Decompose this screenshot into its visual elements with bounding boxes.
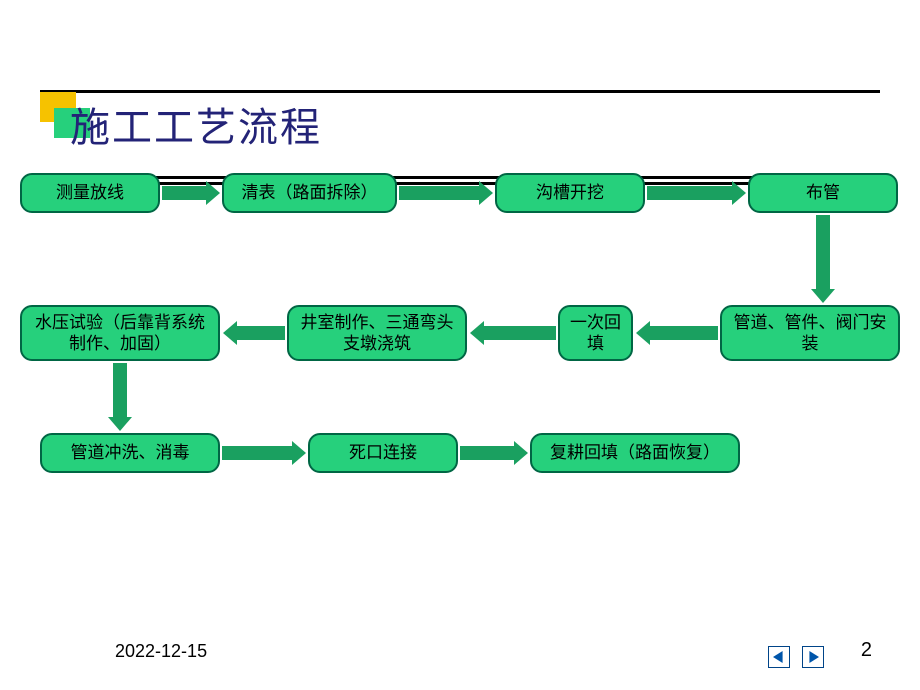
arrow bbox=[460, 446, 514, 460]
node-label: 井室制作、三通弯头支墩浇筑 bbox=[295, 312, 459, 355]
node-label: 死口连接 bbox=[349, 442, 417, 463]
arrow bbox=[162, 186, 206, 200]
node-restore: 复耕回填（路面恢复） bbox=[530, 433, 740, 473]
arrow bbox=[113, 363, 127, 417]
slide-nav bbox=[768, 646, 824, 668]
prev-button[interactable] bbox=[768, 646, 790, 668]
page-title: 施工工艺流程 bbox=[70, 95, 322, 153]
node-label: 沟槽开挖 bbox=[536, 182, 604, 203]
node-hydro-test: 水压试验（后靠背系统制作、加固） bbox=[20, 305, 220, 361]
node-label: 管道、管件、阀门安装 bbox=[728, 312, 892, 355]
node-label: 布管 bbox=[806, 182, 840, 203]
arrow bbox=[399, 186, 479, 200]
node-dead-joint: 死口连接 bbox=[308, 433, 458, 473]
node-label: 水压试验（后靠背系统制作、加固） bbox=[28, 312, 212, 355]
arrow bbox=[647, 186, 732, 200]
footer-date: 2022-12-15 bbox=[115, 641, 207, 662]
arrow bbox=[650, 326, 718, 340]
title-rule-top bbox=[40, 90, 880, 93]
node-install: 管道、管件、阀门安装 bbox=[720, 305, 900, 361]
arrow bbox=[237, 326, 285, 340]
node-backfill-1: 一次回填 bbox=[558, 305, 633, 361]
node-trench: 沟槽开挖 bbox=[495, 173, 645, 213]
node-label: 复耕回填（路面恢复） bbox=[550, 442, 720, 463]
node-label: 测量放线 bbox=[56, 182, 124, 203]
node-label: 管道冲洗、消毒 bbox=[71, 442, 190, 463]
flowchart: 测量放线 清表（路面拆除） 沟槽开挖 布管 管道、管件、阀门安装 一次回填 井室… bbox=[0, 165, 920, 595]
node-label: 一次回填 bbox=[566, 312, 625, 355]
arrow bbox=[484, 326, 556, 340]
next-button[interactable] bbox=[802, 646, 824, 668]
arrow bbox=[222, 446, 292, 460]
node-measure: 测量放线 bbox=[20, 173, 160, 213]
node-flush: 管道冲洗、消毒 bbox=[40, 433, 220, 473]
node-clear-surface: 清表（路面拆除） bbox=[222, 173, 397, 213]
node-layout-pipe: 布管 bbox=[748, 173, 898, 213]
arrow bbox=[816, 215, 830, 289]
node-label: 清表（路面拆除） bbox=[242, 182, 378, 203]
footer-page: 2 bbox=[861, 639, 872, 662]
node-well-cast: 井室制作、三通弯头支墩浇筑 bbox=[287, 305, 467, 361]
